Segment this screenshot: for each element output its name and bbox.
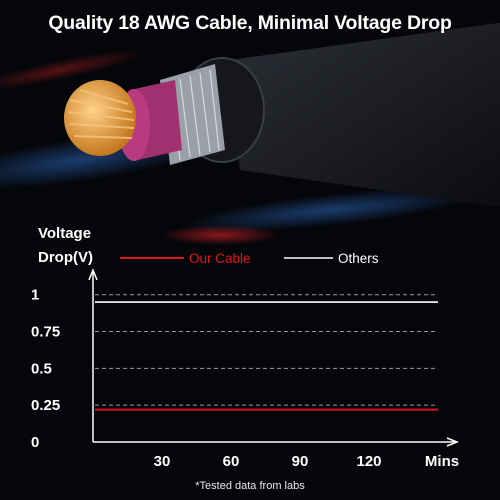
y-tick-label: 1 [31, 287, 39, 304]
y-tick-label: 0.75 [31, 324, 60, 341]
footnote: *Tested data from labs [195, 480, 305, 492]
x-tick-labels: 30 60 90 120 Mins [154, 453, 459, 470]
x-tick-label: 60 [223, 453, 240, 470]
x-axis-unit-label: Mins [425, 453, 459, 470]
legend-label-others: Others [338, 251, 379, 266]
legend-label-our-cable: Our Cable [189, 251, 251, 266]
y-tick-label: 0.5 [31, 360, 52, 377]
y-tick-label: 0.25 [31, 397, 60, 414]
x-tick-label: 120 [356, 453, 381, 470]
series-lines [95, 301, 438, 411]
headline: Quality 18 AWG Cable, Minimal Voltage Dr… [48, 12, 452, 34]
y-axis-arrow [88, 267, 98, 281]
gridlines [95, 294, 438, 406]
y-axis-label-line1: Voltage [38, 225, 91, 242]
x-axis-arrow [446, 437, 460, 447]
axes [88, 267, 460, 447]
y-tick-label: 0 [31, 434, 39, 451]
legend: Our Cable Others [120, 251, 379, 266]
y-tick-labels: 0 0.25 0.5 0.75 1 [31, 287, 60, 451]
y-axis-label-line2: Drop(V) [38, 249, 93, 266]
x-tick-label: 90 [292, 453, 309, 470]
x-tick-label: 30 [154, 453, 171, 470]
